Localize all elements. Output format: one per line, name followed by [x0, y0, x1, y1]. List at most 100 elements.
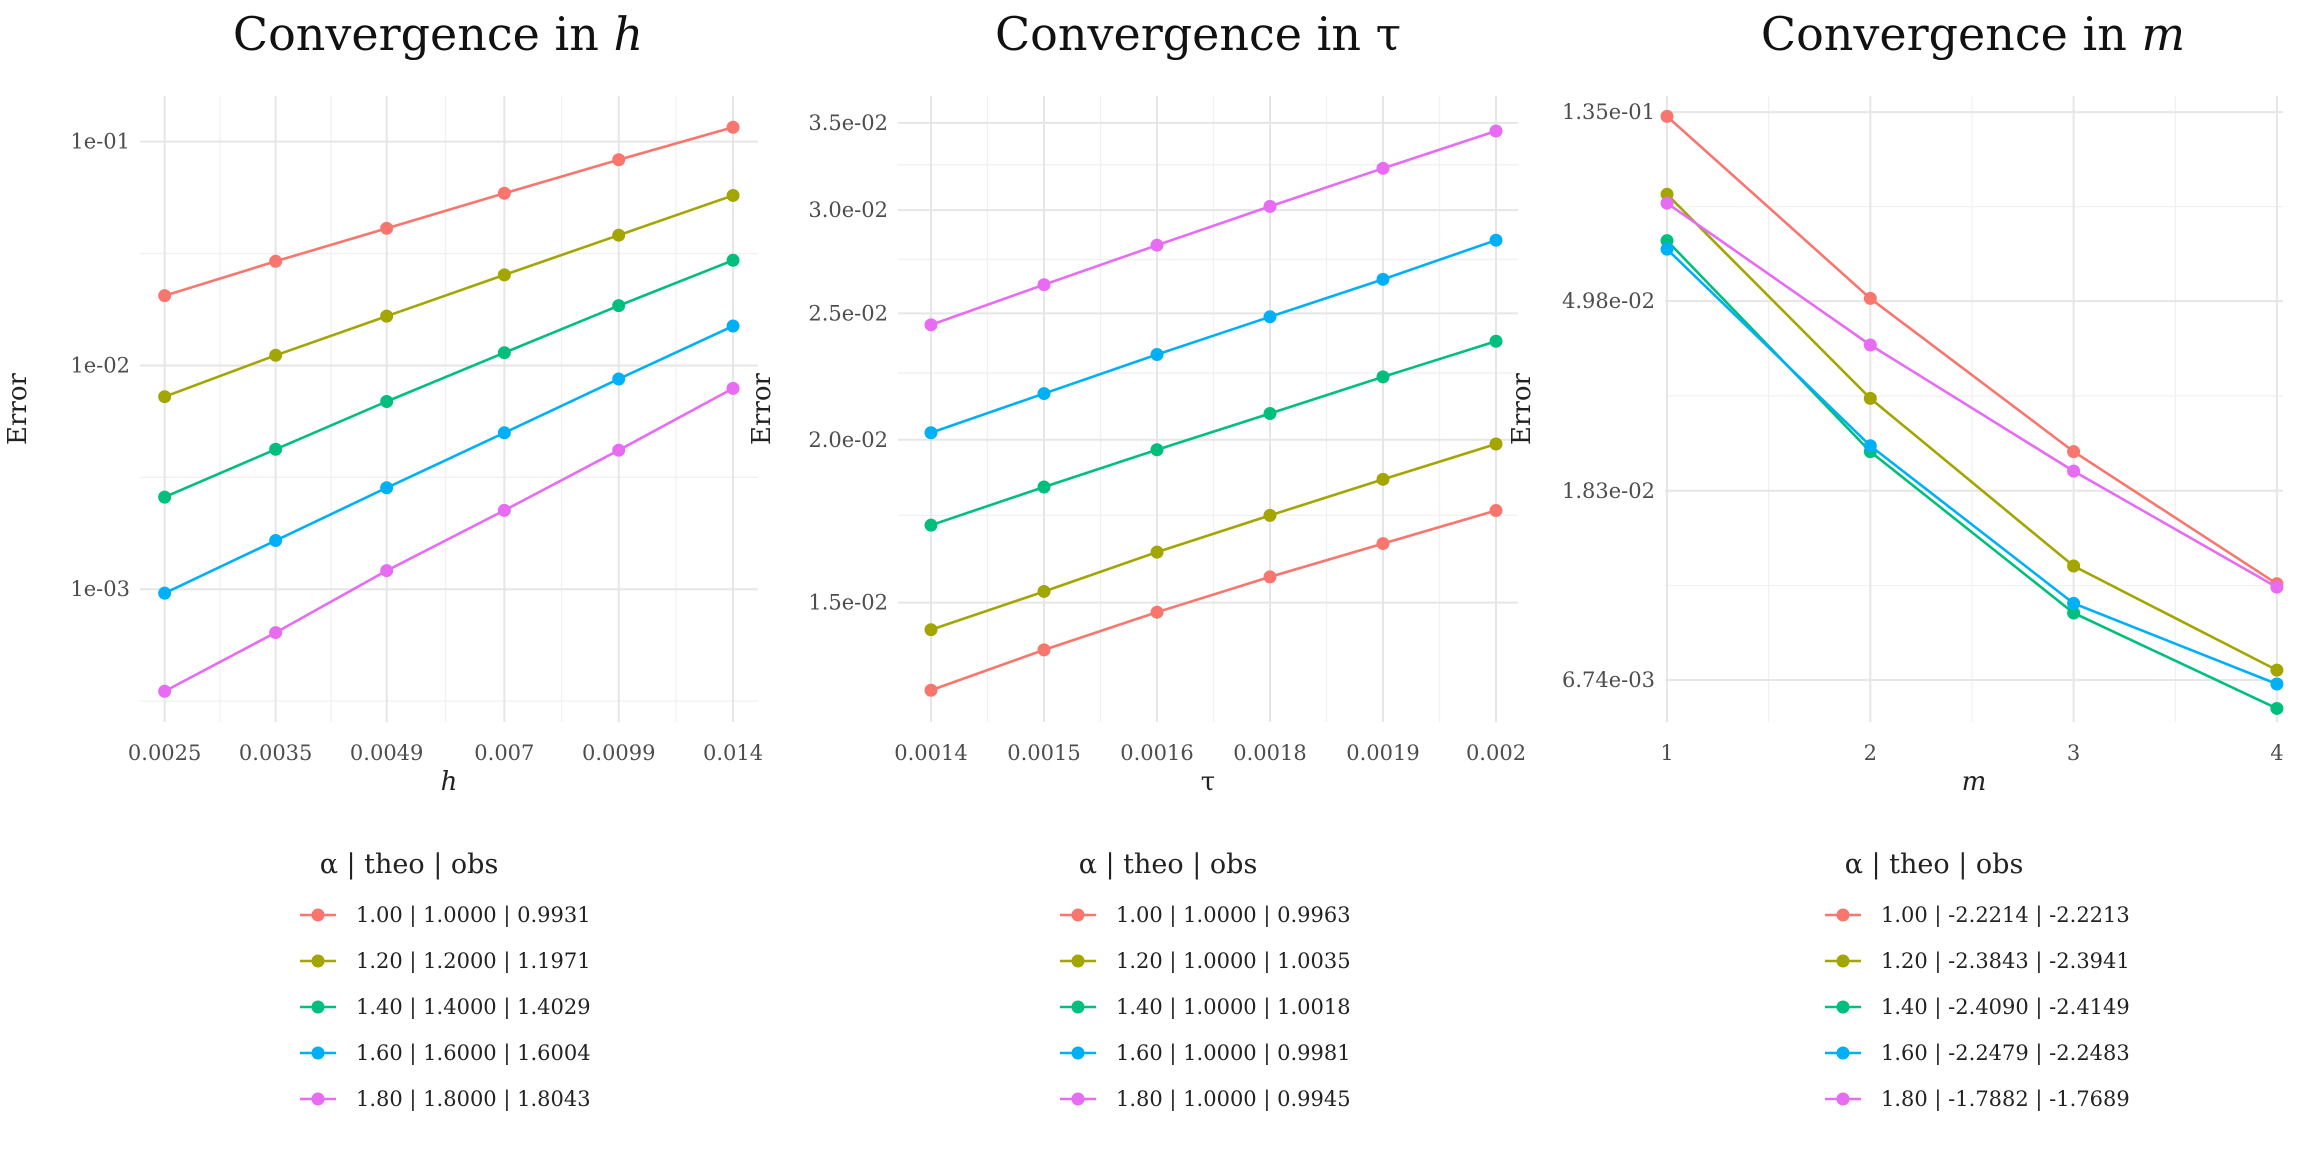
- series-line: [930, 340, 1497, 527]
- series-3: [158, 253, 740, 504]
- series-line: [164, 387, 734, 693]
- data-point: [158, 586, 172, 600]
- series-line: [930, 509, 1497, 692]
- data-point: [612, 299, 626, 313]
- x-tick-label: 0.0049: [350, 741, 423, 765]
- legend-entry-label: 1.40 | 1.0000 | 1.0018: [1116, 995, 1351, 1020]
- series-line: [930, 442, 1497, 631]
- legend-swatch-point: [1836, 1000, 1850, 1014]
- data-point: [1376, 537, 1390, 551]
- data-point: [497, 426, 511, 440]
- series-line: [1666, 202, 2278, 589]
- data-point: [158, 289, 172, 303]
- data-point: [726, 120, 740, 134]
- series-line: [164, 324, 734, 595]
- data-point: [158, 684, 172, 698]
- data-point: [924, 426, 938, 440]
- legend-entry-label: 1.00 | 1.0000 | 0.9963: [1116, 903, 1351, 928]
- data-point: [1376, 161, 1390, 175]
- legend-title: α | theo | obs: [1079, 849, 1258, 880]
- x-tick-label: 0.0016: [1120, 741, 1193, 765]
- chart-title: Convergence in m: [1761, 7, 2185, 61]
- series-line: [930, 238, 1497, 434]
- data-point: [1150, 238, 1164, 252]
- data-point: [1376, 272, 1390, 286]
- data-point: [497, 186, 511, 200]
- chart-panel-3: Convergence in m 1.35e-01 4.98e-02 1.83e-02…: [1507, 7, 2284, 1112]
- y-tick-label: 1.83e-02: [1562, 479, 1655, 503]
- data-point: [1263, 199, 1277, 213]
- series-4: [158, 319, 740, 600]
- y-axis-label: Error: [3, 372, 33, 444]
- legend-title: α | theo | obs: [1845, 849, 2024, 880]
- data-point: [1263, 310, 1277, 324]
- legend-entry-label: 1.80 | 1.8000 | 1.8043: [356, 1087, 591, 1112]
- data-point: [1150, 545, 1164, 559]
- y-axis-label: Error: [747, 372, 777, 444]
- legend-entry-label: 1.60 | 1.6000 | 1.6004: [356, 1041, 591, 1066]
- series-1: [158, 120, 740, 303]
- data-point: [1660, 196, 1674, 210]
- x-tick-label: 0.0015: [1007, 741, 1080, 765]
- data-point: [1376, 472, 1390, 486]
- data-point: [1660, 109, 1674, 123]
- data-point: [1037, 480, 1051, 494]
- chart-title-variable: τ: [1376, 7, 1401, 61]
- y-tick-label: 1e-02: [70, 353, 130, 377]
- data-point: [380, 564, 394, 578]
- data-point: [1489, 504, 1503, 518]
- data-point: [1150, 347, 1164, 361]
- series-2: [1660, 187, 2284, 677]
- series-3: [924, 334, 1503, 532]
- series-5: [924, 124, 1503, 332]
- data-point: [1150, 443, 1164, 457]
- series-2: [924, 437, 1503, 637]
- data-point: [380, 309, 394, 323]
- data-point: [924, 318, 938, 332]
- data-point: [612, 228, 626, 242]
- legend-swatch-point: [1836, 908, 1850, 922]
- data-point: [1037, 278, 1051, 292]
- y-tick-label: 3.5e-02: [808, 111, 888, 135]
- legend-swatch-point: [1836, 1046, 1850, 1060]
- x-tick-label: 0.0014: [894, 741, 967, 765]
- x-tick-label: 0.0099: [582, 741, 655, 765]
- series-line: [1666, 248, 2278, 686]
- data-point: [1489, 437, 1503, 451]
- data-point: [2067, 464, 2081, 478]
- x-axis-label: τ: [1201, 767, 1215, 797]
- data-point: [612, 372, 626, 386]
- legend-swatch-point: [311, 908, 325, 922]
- data-point: [2270, 663, 2284, 677]
- data-point: [1263, 406, 1277, 420]
- data-point: [1150, 605, 1164, 619]
- x-tick-label: 3: [2067, 741, 2080, 765]
- data-point: [158, 390, 172, 404]
- series-line: [164, 259, 734, 499]
- data-point: [269, 348, 283, 362]
- series-5: [1660, 196, 2284, 594]
- y-tick-label: 1e-01: [70, 130, 130, 154]
- chart-title-variable: m: [2141, 7, 2185, 61]
- data-point: [1037, 643, 1051, 657]
- y-tick-label: 6.74e-03: [1562, 668, 1655, 692]
- legend-entry-label: 1.00 | -2.2214 | -2.2213: [1881, 903, 2130, 928]
- y-tick-label: 2.0e-02: [808, 428, 888, 452]
- chart-title-variable: h: [613, 7, 643, 61]
- data-point: [726, 188, 740, 202]
- y-tick-label: 4.98e-02: [1562, 289, 1655, 313]
- data-point: [1863, 439, 1877, 453]
- data-point: [380, 221, 394, 235]
- chart-panel-2: Convergence in τ 3.5e-02 3.0e-02 2.5e-02 2.0…: [747, 7, 1526, 1112]
- data-point: [1863, 338, 1877, 352]
- data-point: [2067, 596, 2081, 610]
- data-point: [924, 518, 938, 532]
- series-line: [1666, 115, 2278, 585]
- series-5: [158, 381, 740, 698]
- data-point: [726, 381, 740, 395]
- legend-swatch-point: [1071, 908, 1085, 922]
- data-point: [1037, 387, 1051, 401]
- legend: α | theo | obs 1.00 | -2.2214 | -2.2213 1.…: [1825, 849, 2130, 1112]
- legend-entry-label: 1.80 | 1.0000 | 0.9945: [1116, 1087, 1351, 1112]
- legend-entry-label: 1.20 | 1.2000 | 1.1971: [356, 949, 591, 974]
